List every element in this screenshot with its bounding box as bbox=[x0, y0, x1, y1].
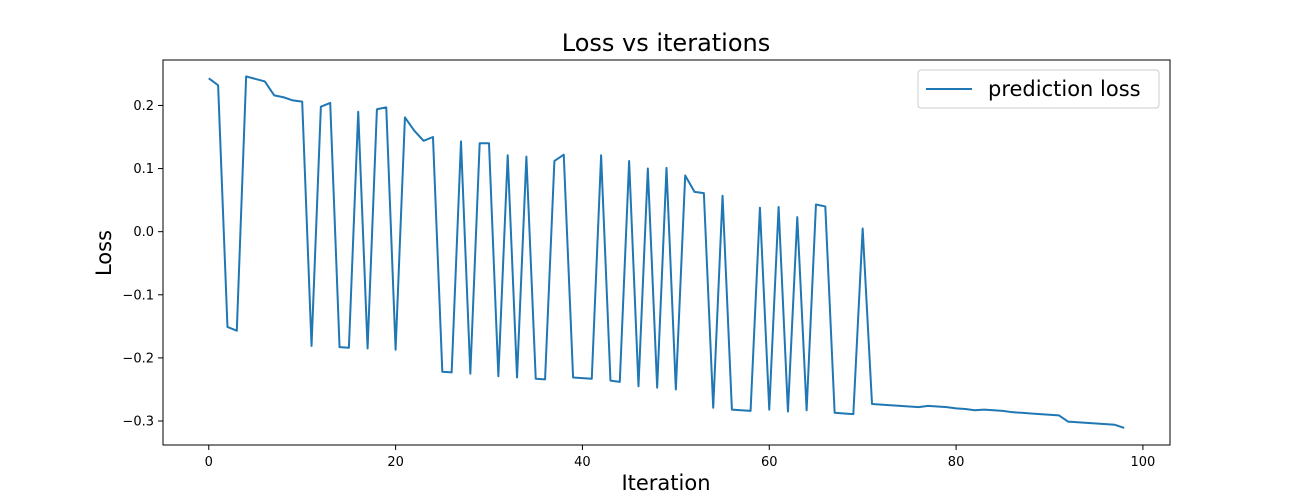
x-tick-label: 20 bbox=[387, 455, 404, 470]
x-tick-label: 100 bbox=[1130, 455, 1155, 470]
x-tick-label: 80 bbox=[948, 455, 965, 470]
series-line-0 bbox=[208, 75, 1125, 429]
plot-area bbox=[208, 75, 1125, 429]
x-tick-label: 60 bbox=[761, 455, 778, 470]
x-tick-label: 0 bbox=[205, 455, 213, 470]
x-axis: 0 20 40 60 80 100 bbox=[205, 445, 1155, 470]
plot-frame bbox=[162, 59, 1171, 446]
y-tick-label: 0.0 bbox=[133, 225, 154, 240]
y-tick-label: 0.1 bbox=[133, 162, 154, 177]
y-tick-label: −0.1 bbox=[122, 288, 154, 303]
y-tick-label: −0.3 bbox=[122, 415, 154, 430]
y-axis-title: Loss bbox=[92, 230, 116, 276]
y-tick-label: 0.2 bbox=[133, 99, 154, 114]
legend-box bbox=[917, 69, 1160, 109]
chart-title: Loss vs iterations bbox=[562, 29, 771, 57]
legend: prediction loss bbox=[917, 69, 1160, 109]
x-axis-title: Iteration bbox=[621, 471, 710, 495]
x-tick-label: 40 bbox=[574, 455, 591, 470]
y-axis: −0.3 −0.2 −0.1 0.0 0.1 0.2 bbox=[122, 99, 163, 430]
legend-label: prediction loss bbox=[988, 77, 1141, 101]
y-tick-label: −0.2 bbox=[122, 351, 154, 366]
